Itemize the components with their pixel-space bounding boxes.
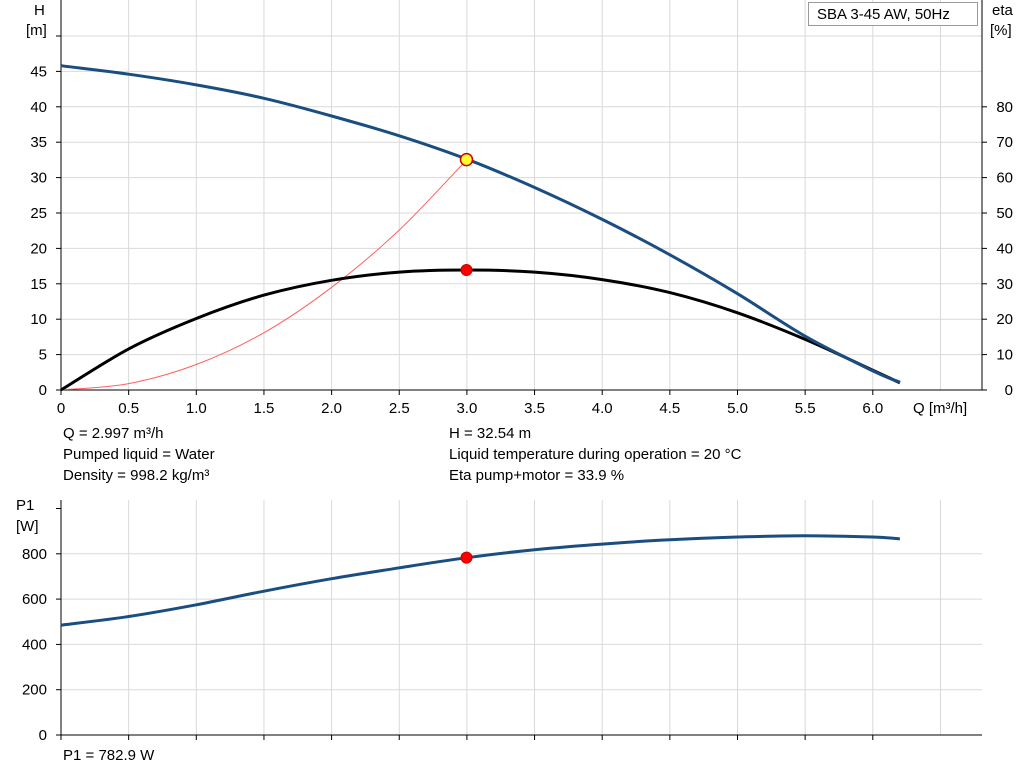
x-tick-label: 4.5 — [659, 400, 680, 417]
p1-axis-unit: [W] — [16, 518, 39, 535]
p1-y-tick-label: 600 — [22, 591, 47, 608]
y-tick-label-left: 15 — [30, 276, 47, 293]
y-axis-title-left: H — [34, 2, 45, 19]
x-axis-label: Q [m³/h] — [913, 400, 967, 417]
system-curve-line — [60, 159, 468, 391]
x-tick-label: 2.5 — [389, 400, 410, 417]
power-curve-line — [60, 534, 901, 627]
x-tick-label: 1.0 — [186, 400, 207, 417]
y-tick-label-left: 5 — [39, 347, 47, 364]
x-tick-label: 4.0 — [592, 400, 613, 417]
head-readout: H = 32.54 m — [449, 425, 532, 442]
x-tick-label: 0 — [57, 400, 65, 417]
head-curve-line — [60, 64, 901, 384]
y-tick-label-right: 60 — [996, 170, 1013, 187]
y-tick-label-right: 0 — [1005, 382, 1013, 399]
x-tick-label: 6.0 — [862, 400, 883, 417]
y-axis-title-right: eta — [992, 2, 1014, 19]
efficiency-operating-point — [460, 263, 473, 276]
y-tick-label-left: 0 — [39, 382, 47, 399]
y-tick-label-right: 80 — [996, 99, 1013, 116]
y-axis-unit-right: [%] — [990, 22, 1012, 39]
y-tick-label-left: 20 — [30, 240, 47, 257]
p1-y-tick-label: 200 — [22, 682, 47, 699]
x-tick-label: 1.5 — [254, 400, 275, 417]
y-axis-unit-left: [m] — [26, 22, 47, 39]
flow-readout: Q = 2.997 m³/h — [63, 425, 164, 442]
power-readout: P1 = 782.9 W — [63, 747, 155, 764]
x-tick-label: 5.0 — [727, 400, 748, 417]
efficiency-readout: Eta pump+motor = 33.9 % — [449, 467, 625, 484]
p1-axis-title: P1 — [16, 497, 34, 514]
y-tick-label-right: 20 — [996, 311, 1013, 328]
p1-y-tick-label: 400 — [22, 636, 47, 653]
chart-legend: SBA 3-45 AW, 50Hz — [808, 2, 978, 26]
x-tick-label: 0.5 — [118, 400, 139, 417]
head-operating-point — [459, 152, 474, 167]
x-tick-label: 3.0 — [456, 400, 477, 417]
liquid-temperature-readout: Liquid temperature during operation = 20… — [449, 446, 742, 463]
p1-y-tick-label: 0 — [39, 727, 47, 744]
y-tick-label-right: 10 — [996, 347, 1013, 364]
x-tick-label: 5.5 — [795, 400, 816, 417]
y-tick-label-left: 40 — [30, 99, 47, 116]
y-tick-label-left: 10 — [30, 311, 47, 328]
efficiency-curve-line — [60, 268, 901, 392]
y-tick-label-right: 70 — [996, 134, 1013, 151]
y-tick-label-right: 30 — [996, 276, 1013, 293]
pumped-liquid-readout: Pumped liquid = Water — [63, 446, 215, 463]
x-tick-label: 2.0 — [321, 400, 342, 417]
y-tick-label-left: 25 — [30, 205, 47, 222]
density-readout: Density = 998.2 kg/m³ — [63, 467, 210, 484]
y-tick-label-right: 40 — [996, 240, 1013, 257]
y-tick-label-left: 30 — [30, 170, 47, 187]
p1-y-tick-label: 800 — [22, 546, 47, 563]
y-tick-label-left: 45 — [30, 63, 47, 80]
y-tick-label-right: 50 — [996, 205, 1013, 222]
power-operating-point — [460, 551, 473, 564]
y-tick-label-left: 35 — [30, 134, 47, 151]
x-tick-label: 3.5 — [524, 400, 545, 417]
